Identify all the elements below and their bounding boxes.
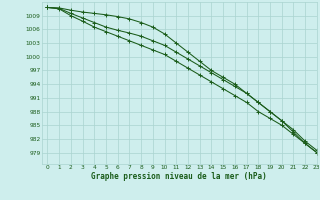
X-axis label: Graphe pression niveau de la mer (hPa): Graphe pression niveau de la mer (hPa) bbox=[91, 172, 267, 181]
